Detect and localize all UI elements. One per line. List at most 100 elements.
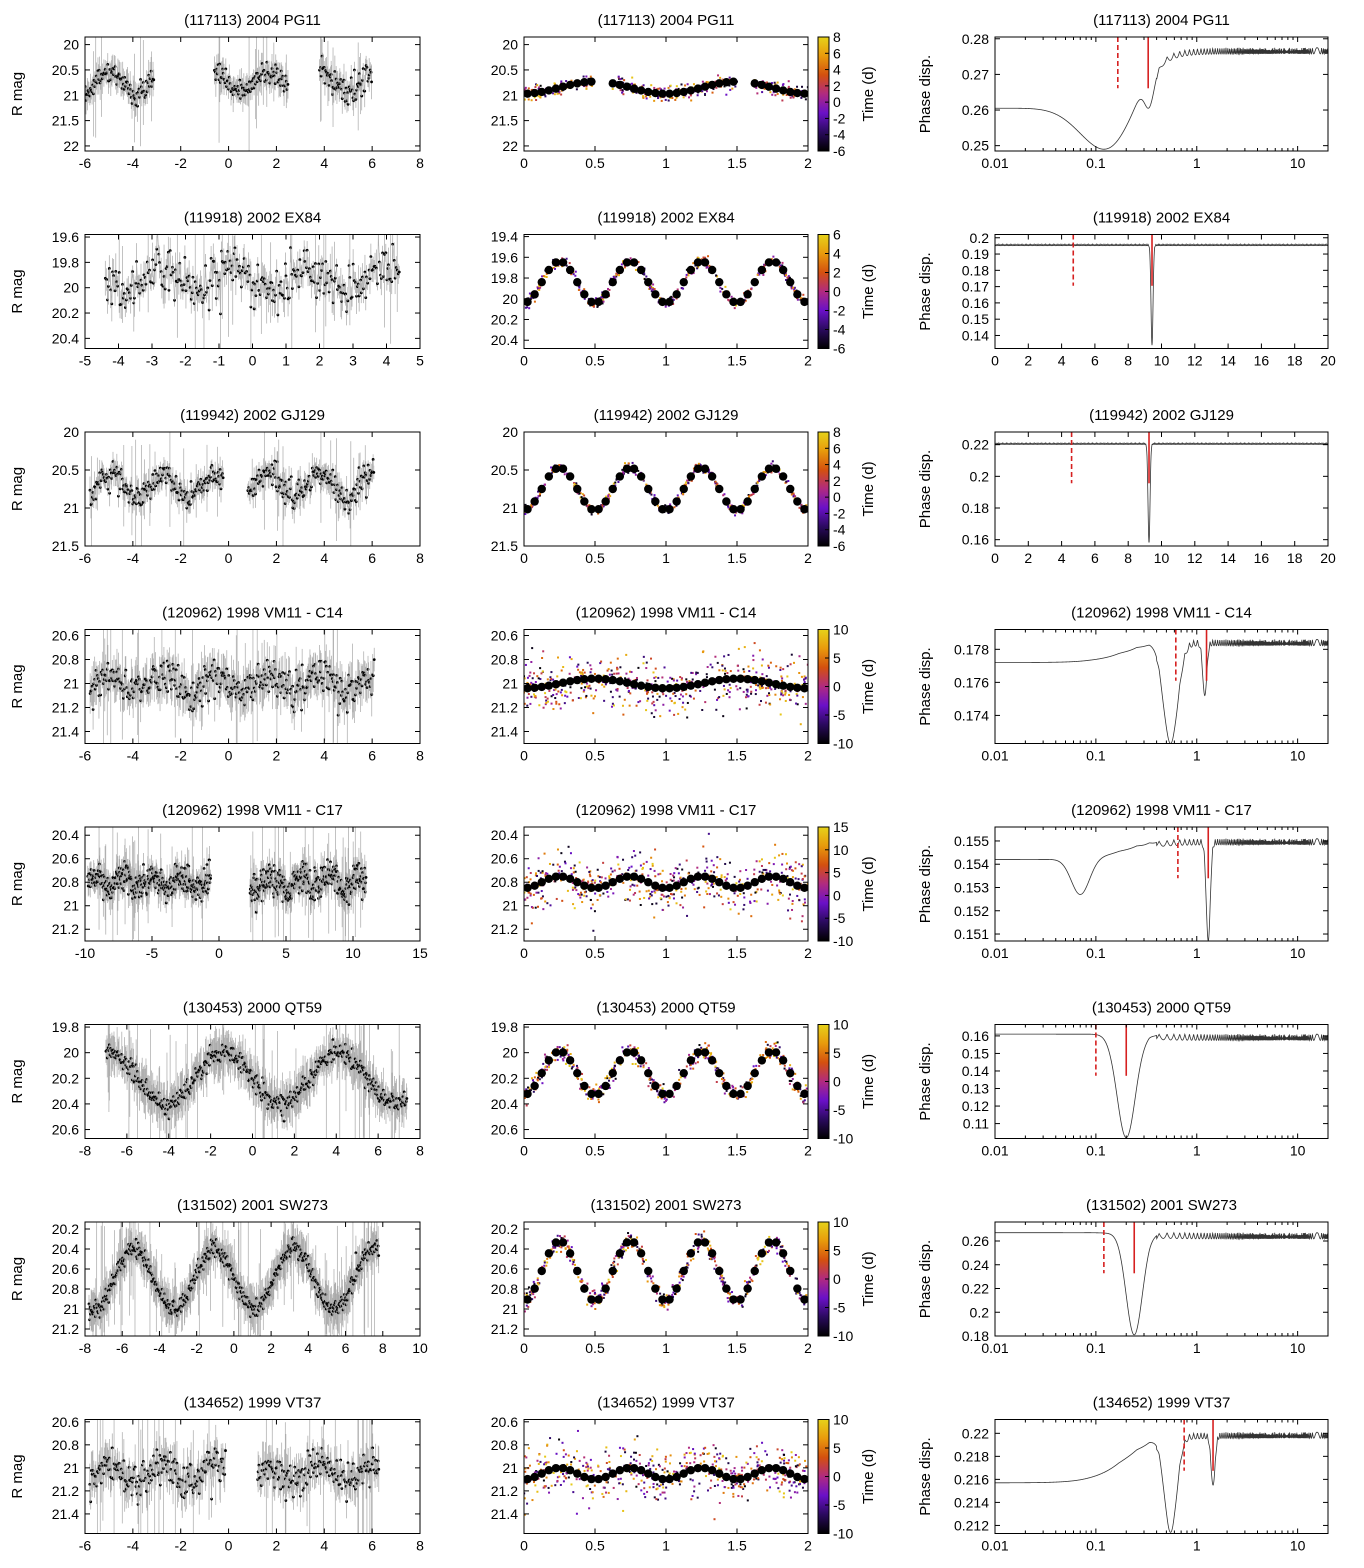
- folded-point: [781, 264, 784, 267]
- folded-point: [723, 85, 726, 88]
- connect-line: [280, 281, 283, 295]
- connect-line: [344, 88, 347, 102]
- connect-line: [346, 490, 348, 503]
- folded-point: [653, 288, 656, 291]
- data-point: [152, 78, 156, 82]
- folded-point: [541, 275, 544, 278]
- folded-point: [714, 480, 717, 483]
- binned-mean-point: [608, 79, 617, 88]
- binned-mean-point: [530, 497, 539, 506]
- connect-line: [117, 272, 120, 287]
- folded-point: [799, 298, 802, 301]
- folded-point: [675, 96, 678, 99]
- folded-point: [574, 270, 577, 273]
- binned-mean-point: [573, 484, 582, 494]
- panel-title: (117113) 2004 PG11: [598, 12, 735, 29]
- colorbar-tick-label: -4: [833, 322, 846, 338]
- connect-line: [211, 465, 213, 482]
- connect-line: [322, 263, 325, 294]
- connect-line: [164, 268, 167, 289]
- binned-mean-point: [700, 82, 710, 91]
- binned-mean-point: [693, 84, 703, 93]
- folded-point: [585, 75, 588, 78]
- connect-line: [289, 247, 291, 298]
- folded-point: [680, 83, 683, 86]
- binned-mean-point: [651, 88, 660, 98]
- data-point: [126, 488, 130, 492]
- connect-line: [185, 277, 188, 291]
- folded-point: [538, 287, 541, 290]
- connect-line: [96, 675, 98, 686]
- folded-point: [755, 86, 758, 89]
- folded-point: [558, 90, 561, 93]
- folded-point: [748, 494, 751, 497]
- connect-line: [188, 276, 191, 288]
- connect-line: [340, 79, 342, 90]
- folded-point: [789, 96, 792, 99]
- connect-line: [174, 269, 176, 301]
- folded-point: [551, 471, 554, 474]
- binned-mean-point: [722, 290, 731, 299]
- binned-mean-point: [771, 258, 781, 267]
- periodogram-curve: [995, 234, 1328, 346]
- folded-point: [535, 99, 538, 102]
- folded-point: [673, 506, 676, 509]
- connect-line: [225, 68, 227, 87]
- binned-mean-point: [587, 77, 596, 86]
- connect-line: [126, 288, 128, 301]
- binned-mean-point: [722, 497, 731, 506]
- y-tick-label: 19.4: [491, 229, 518, 245]
- y-tick-label: 0.27: [962, 66, 989, 82]
- binned-mean-point: [693, 258, 703, 267]
- binned-mean-point: [644, 277, 653, 287]
- x-tick-label: 12: [1187, 353, 1203, 369]
- y-tick-label: 0.17: [962, 279, 989, 295]
- folded-point: [538, 493, 541, 496]
- x-tick-label: 6: [1091, 550, 1099, 566]
- folded-point: [608, 288, 611, 291]
- binned-mean-point: [757, 80, 767, 90]
- connect-line: [125, 670, 128, 688]
- folded-point: [635, 91, 638, 94]
- folded-point: [552, 92, 555, 95]
- binned-mean-point: [587, 505, 596, 514]
- folded-point: [697, 257, 700, 260]
- y-tick-label: 20.4: [491, 332, 518, 348]
- folded-point: [560, 80, 563, 83]
- folded-point: [790, 493, 793, 496]
- binned-mean-point: [587, 297, 596, 307]
- colorbar-tick-label: 6: [833, 227, 841, 243]
- connect-line: [132, 688, 134, 698]
- folded-point: [771, 93, 774, 96]
- x-tick-label: 2: [1024, 353, 1032, 369]
- folded-point: [650, 290, 653, 293]
- folded-point: [544, 95, 547, 98]
- y-tick-label: 0.16: [962, 295, 989, 311]
- folded-point: [686, 83, 689, 86]
- panel-title: (119918) 2002 EX84: [597, 210, 734, 227]
- folded-point: [682, 287, 685, 290]
- binned-mean-point: [729, 505, 738, 514]
- folded-point: [574, 274, 577, 277]
- folded-point: [787, 80, 790, 83]
- x-tick-label: -4: [112, 353, 125, 369]
- colorbar-tick-label: -4: [833, 127, 846, 143]
- connect-line: [115, 271, 118, 282]
- connect-line: [131, 490, 134, 505]
- connect-line: [227, 251, 229, 269]
- folded-point: [692, 262, 695, 265]
- folded-point: [677, 87, 680, 90]
- folded-point: [583, 297, 586, 300]
- folded-point: [637, 261, 640, 264]
- x-tick-label: 12: [1187, 550, 1203, 566]
- folded-point: [781, 99, 784, 102]
- connect-line: [296, 483, 299, 499]
- folded-point: [696, 94, 699, 97]
- folded-point: [664, 303, 667, 306]
- colorbar-tick-label: -6: [833, 341, 846, 357]
- folded-point: [781, 261, 784, 264]
- connect-line: [255, 280, 258, 296]
- periodogram-curve: [995, 432, 1328, 543]
- binned-mean-point: [622, 82, 632, 91]
- y-tick-label: 20: [502, 37, 518, 53]
